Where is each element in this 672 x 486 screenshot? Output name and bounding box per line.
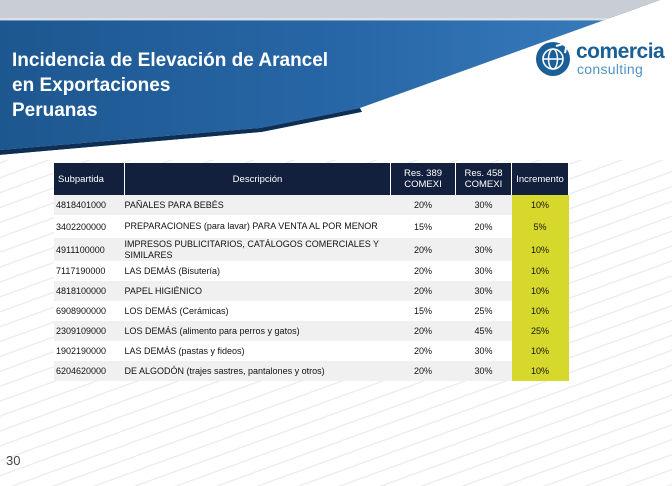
table-row: 6908900000 LOS DEMÁS (Cerámicas) 15% 25%… xyxy=(54,301,569,321)
table-row: 3402200000 PREPARACIONES (para lavar) PA… xyxy=(54,215,569,238)
cell-incremento: 10% xyxy=(511,281,569,301)
table-row: 4911100000 IMPRESOS PUBLICITARIOS, CATÁL… xyxy=(54,238,569,261)
cell-incremento: 10% xyxy=(511,361,569,381)
cell-res458: 30% xyxy=(455,195,512,215)
cell-res389: 15% xyxy=(390,215,456,238)
cell-res458: 30% xyxy=(455,261,512,281)
cell-incremento: 10% xyxy=(511,301,569,321)
cell-res389: 20% xyxy=(390,341,456,361)
cell-res458: 30% xyxy=(455,281,512,301)
header-descripcion: Descripción xyxy=(124,163,391,195)
slide-title: Incidencia de Elevación de Arancel en Ex… xyxy=(12,48,328,123)
page-number: 30 xyxy=(6,453,21,468)
logo-wordmark: comercia xyxy=(576,40,665,63)
globe-icon xyxy=(536,41,570,76)
cell-incremento: 5% xyxy=(511,215,569,238)
cell-descripcion: LAS DEMÁS (pastas y fideos) xyxy=(124,341,391,361)
table-row: 1902190000 LAS DEMÁS (pastas y fideos) 2… xyxy=(54,341,569,361)
header-subpartida: Subpartida xyxy=(54,163,125,195)
cell-descripcion: LOS DEMÁS (alimento para perros y gatos) xyxy=(124,321,391,341)
tariff-table: Subpartida Descripción Res. 389 COMEXI R… xyxy=(54,163,569,381)
cell-res458: 30% xyxy=(455,238,512,261)
cell-subpartida: 6204620000 xyxy=(54,361,125,381)
logo-subtitle: consulting xyxy=(577,61,644,77)
title-line-3: Peruanas xyxy=(12,100,98,121)
table-row: 2309109000 LOS DEMÁS (alimento para perr… xyxy=(54,321,569,341)
title-line-1: Incidencia de Elevación de Arancel xyxy=(12,50,329,71)
header-incremento: Incremento xyxy=(511,163,569,195)
table-row: 6204620000 DE ALGODÓN (trajes sastres, p… xyxy=(54,361,569,381)
cell-incremento: 25% xyxy=(511,321,569,341)
cell-subpartida: 3402200000 xyxy=(54,215,125,238)
header-res389: Res. 389 COMEXI xyxy=(390,163,456,195)
header-res458: Res. 458 COMEXI xyxy=(455,163,512,195)
cell-descripcion: LAS DEMÁS (Bisutería) xyxy=(124,261,391,281)
cell-incremento: 10% xyxy=(511,195,569,215)
cell-res458: 30% xyxy=(455,341,512,361)
cell-subpartida: 7117190000 xyxy=(54,261,125,281)
cell-res389: 20% xyxy=(390,361,456,381)
cell-res389: 20% xyxy=(390,281,456,301)
cell-res458: 30% xyxy=(455,361,512,381)
cell-descripcion: PREPARACIONES (para lavar) PARA VENTA AL… xyxy=(124,215,391,238)
table-header-row: Subpartida Descripción Res. 389 COMEXI R… xyxy=(54,163,569,195)
cell-res389: 20% xyxy=(390,321,456,341)
cell-incremento: 10% xyxy=(511,261,569,281)
cell-res458: 45% xyxy=(455,321,512,341)
cell-descripcion: IMPRESOS PUBLICITARIOS, CATÁLOGOS COMERC… xyxy=(124,238,391,261)
title-line-2: en Exportaciones xyxy=(12,75,171,96)
cell-res389: 20% xyxy=(390,261,456,281)
table-row: 4818100000 PAPEL HIGIÉNICO 20% 30% 10% xyxy=(54,281,569,301)
cell-subpartida: 1902190000 xyxy=(54,341,125,361)
cell-incremento: 10% xyxy=(511,341,569,361)
cell-descripcion: PAÑALES PARA BEBÉS xyxy=(124,195,391,215)
cell-subpartida: 4818401000 xyxy=(54,195,125,215)
cell-res458: 25% xyxy=(455,301,512,321)
cell-descripcion: LOS DEMÁS (Cerámicas) xyxy=(124,301,391,321)
cell-res458: 20% xyxy=(455,215,512,238)
cell-descripcion: DE ALGODÓN (trajes sastres, pantalones y… xyxy=(124,361,391,381)
cell-descripcion: PAPEL HIGIÉNICO xyxy=(124,281,391,301)
cell-subpartida: 6908900000 xyxy=(54,301,125,321)
cell-subpartida: 4911100000 xyxy=(54,238,125,261)
comercia-logo: comercia consulting xyxy=(534,38,665,82)
cell-subpartida: 2309109000 xyxy=(54,321,125,341)
cell-res389: 20% xyxy=(390,238,456,261)
cell-subpartida: 4818100000 xyxy=(54,281,125,301)
cell-incremento: 10% xyxy=(511,238,569,261)
header-band xyxy=(0,0,672,160)
table-row: 7117190000 LAS DEMÁS (Bisutería) 20% 30%… xyxy=(54,261,569,281)
cell-res389: 15% xyxy=(390,301,456,321)
table-row: 4818401000 PAÑALES PARA BEBÉS 20% 30% 10… xyxy=(54,195,569,215)
cell-res389: 20% xyxy=(390,195,456,215)
